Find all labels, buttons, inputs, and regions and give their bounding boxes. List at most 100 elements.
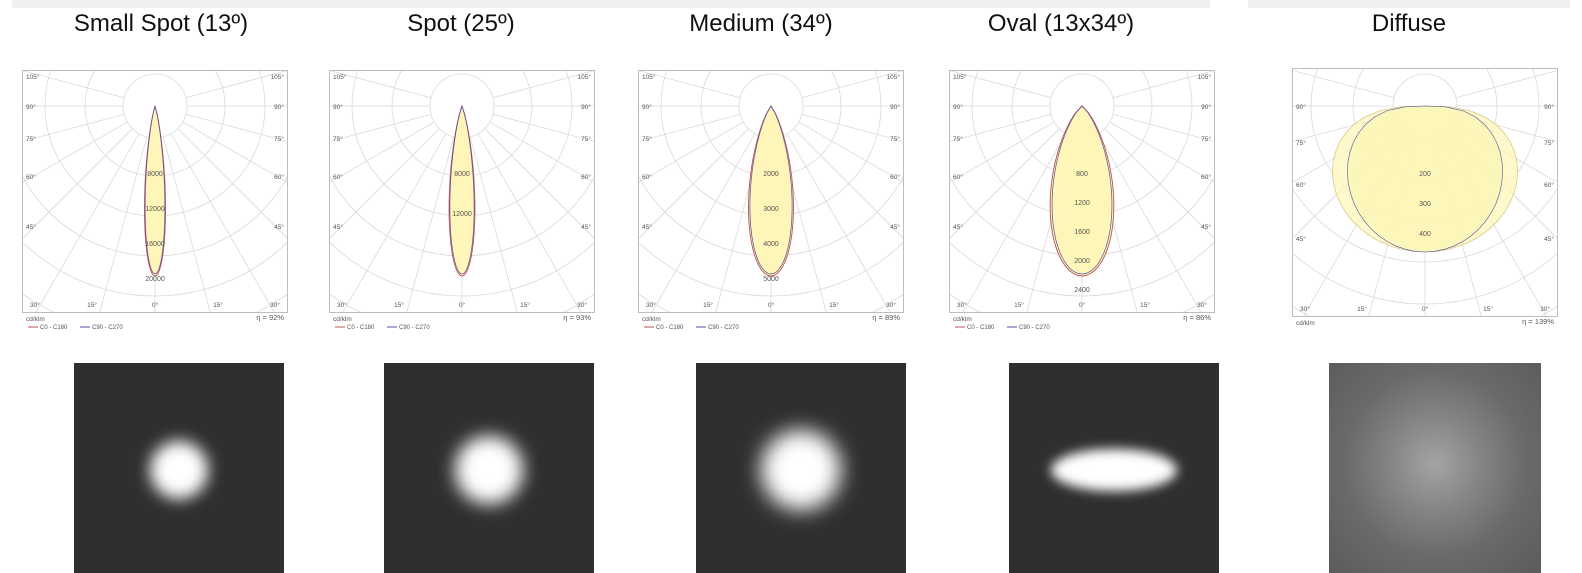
intensity-label: 8000 [147,171,163,178]
polar-grid-spoke [406,134,455,312]
angle-label-left: 90° [642,103,652,111]
legend-label-c90: C90 - C270 [1019,325,1050,331]
angle-label-right: 105° [887,73,901,81]
header-bar [12,0,1210,8]
angle-label-bottom: 15° [1357,305,1367,313]
angle-label-bottom: 30° [337,301,347,309]
polar-grid-spoke [169,131,275,312]
polar-grid-spoke [639,71,743,99]
polar-grid-spoke [180,120,287,183]
angle-label-left: 75° [26,135,36,143]
angle-label-right: 60° [1544,181,1554,189]
angle-label-bottom: 15° [1014,301,1024,309]
efficiency-label: η = 89% [872,313,900,322]
angle-label-right: 90° [890,103,900,111]
title-small-spot: Small Spot (13º) [73,10,249,37]
polar-grid-spoke [1096,131,1202,312]
intensity-label: 20000 [145,276,165,283]
polar-grid-spoke [962,131,1068,312]
angle-label-bottom: 30° [886,301,896,309]
intensity-label: 200 [1419,171,1431,178]
title-oval: Oval (13x34º) [987,10,1135,37]
intensity-label: 1200 [1074,200,1090,207]
angle-label-left: 90° [26,103,36,111]
polar-grid-spoke [715,134,764,312]
light-distribution-lobe-c0 [748,105,794,277]
intensity-label: 12000 [145,206,165,213]
efficiency-label: η = 93% [563,313,591,322]
angle-label-left: 60° [333,173,343,181]
intensity-label: 400 [1419,231,1431,238]
light-distribution-lobe-c90 [144,105,166,275]
polar-grid-spoke [1107,120,1214,183]
angle-label-bottom: 30° [1540,305,1550,313]
intensity-label: 300 [1419,201,1431,208]
header-bar-diffuse [1248,0,1570,8]
light-distribution-lobe-c90 [449,104,475,275]
angle-label-left: 105° [333,73,347,81]
legend-label-c0: C0 - C180 [347,325,375,331]
polar-grid-spoke [35,131,141,312]
polar-grid-spoke [99,134,148,312]
unit-label: cd/klm [953,316,972,323]
intensity-label: 5000 [763,276,779,283]
angle-label-left: 45° [642,223,652,231]
intensity-label: 3000 [763,206,779,213]
polar-grid-spoke [950,113,1054,142]
polar-grid-spoke [639,120,746,183]
polar-grid-spoke [778,134,827,312]
angle-label-right: 90° [274,103,284,111]
light-spot [455,436,523,504]
angle-label-bottom: 30° [270,301,280,309]
efficiency-label: η = 139% [1522,317,1554,326]
beam-preview-diffuse [1329,363,1541,573]
polar-grid-spoke [162,134,211,312]
unit-label: cd/klm [642,316,661,323]
angle-label-bottom: 0° [152,301,159,309]
intensity-label: 2000 [1074,258,1090,265]
angle-label-left: 75° [953,135,963,143]
light-distribution-lobe-c0 [1049,105,1115,277]
polar-diagram-spot: 8000 12000 105° 105° 90° 90° 75° 75° 60° 60° 45° 45… [329,70,595,336]
intensity-label: 800 [1076,171,1088,178]
polar-grid-spoke [476,131,582,312]
polar-grid-spoke [23,120,130,183]
angle-label-bottom: 15° [394,301,404,309]
angle-label-left: 75° [333,135,343,143]
angle-label-right: 60° [1201,173,1211,181]
light-distribution-lobe-c0 [448,104,476,277]
angle-label-bottom: 30° [577,301,587,309]
angle-label-left: 75° [642,135,652,143]
polar-grid-spoke [330,113,434,142]
angle-label-left: 45° [333,223,343,231]
polar-grid-spoke [639,126,751,239]
angle-label-right: 75° [581,135,591,143]
legend-label-c90: C90 - C270 [399,325,430,331]
unit-label: cd/klm [333,316,352,323]
angle-label-bottom: 30° [957,301,967,309]
angle-label-left: 45° [26,223,36,231]
angle-label-left: 105° [953,73,967,81]
angle-label-bottom: 15° [213,301,223,309]
polar-svg: 8000 12000 105° 105° 90° 90° 75° 75° 60° 60° 45° 45… [329,70,595,331]
polar-svg: 8000 12000 16000 20000 105° 105° 90° 90° 75° 75° 6… [22,70,288,331]
polar-grid-spoke [799,113,903,142]
intensity-label: 4000 [763,241,779,248]
angle-label-right: 105° [271,73,285,81]
angle-label-left: 60° [642,173,652,181]
angle-label-right: 90° [1201,103,1211,111]
polar-grid-spoke [23,126,135,239]
polar-grid-spoke [490,113,594,142]
angle-label-bottom: 15° [87,301,97,309]
polar-grid-spoke [799,71,903,99]
angle-label-left: 90° [333,103,343,111]
angle-label-left: 90° [953,103,963,111]
intensity-label: 2000 [763,171,779,178]
polar-grid-spoke [469,134,518,312]
polar-grid-spoke [651,131,757,312]
polar-grid-spoke [1453,70,1557,99]
polar-grid-spoke [1293,113,1397,142]
angle-label-bottom: 15° [829,301,839,309]
angle-label-bottom: 15° [1140,301,1150,309]
angle-label-bottom: 30° [646,301,656,309]
